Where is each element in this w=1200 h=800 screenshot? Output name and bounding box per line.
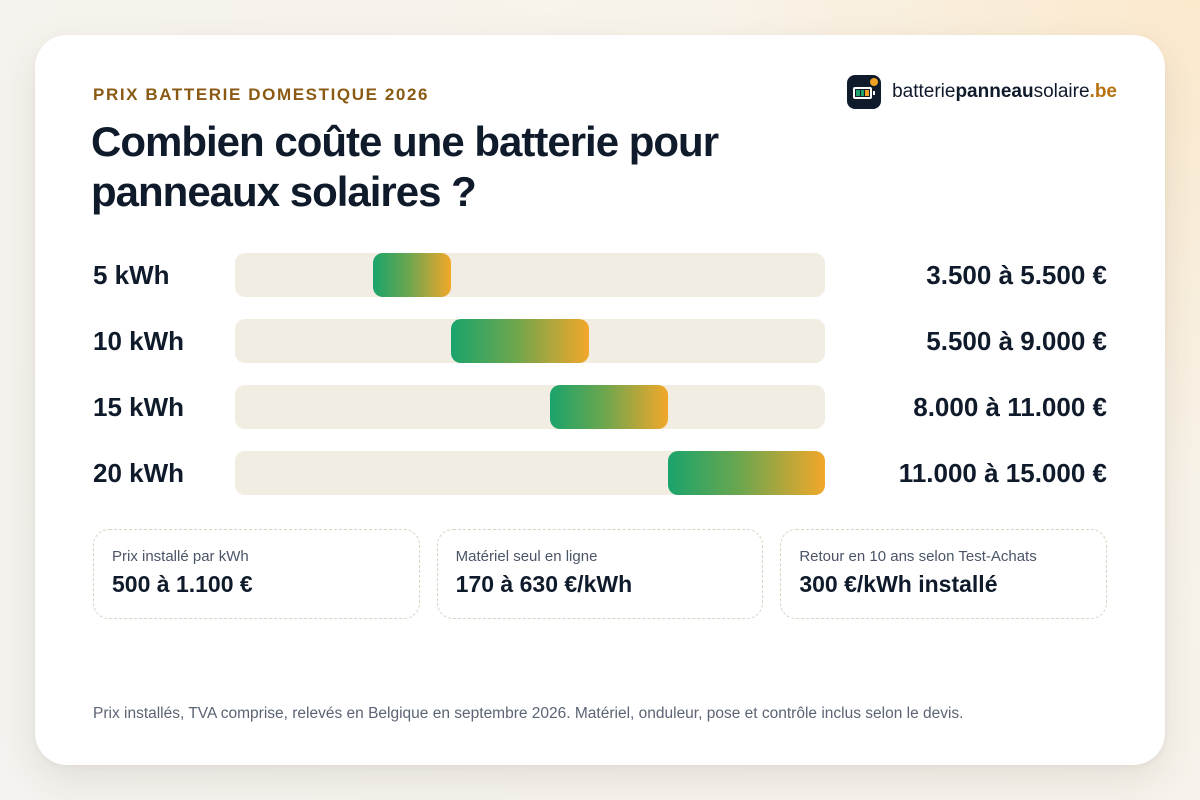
range-bar (549, 385, 668, 429)
eyebrow: PRIX BATTERIE DOMESTIQUE 2026 (93, 85, 430, 104)
category-label: 20 kWh (93, 458, 185, 488)
bar-track (235, 319, 825, 363)
bar-track (235, 253, 825, 297)
bar-track (235, 385, 825, 429)
brand-part-3: solaire (1033, 81, 1090, 102)
value-label: 5.500 à 9.000 € (926, 326, 1107, 356)
category-label: 15 kWh (93, 392, 185, 422)
stat-value: 170 à 630 €/kWh (455, 571, 633, 597)
stat-label: Prix installé par kWh (112, 548, 249, 565)
value-label: 3.500 à 5.500 € (926, 260, 1107, 290)
stat-label: Matériel seul en ligne (455, 548, 598, 565)
stats-row: Prix installé par kWh 500 à 1.100 € Maté… (93, 529, 1108, 619)
stat-label: Retour en 10 ans selon Test-Achats (799, 548, 1037, 565)
stat-card: Retour en 10 ans selon Test-Achats 300 €… (780, 529, 1108, 619)
category-label: 5 kWh (93, 260, 170, 290)
brand-part-2: panneau (955, 81, 1034, 102)
stat-value: 500 à 1.100 € (112, 571, 253, 597)
bar-track (235, 451, 825, 495)
brand[interactable]: batteriepanneausolaire.be (847, 75, 1117, 109)
value-label: 8.000 à 11.000 € (913, 392, 1107, 422)
price-range-chart: 5 kWh 3.500 à 5.500 € 10 kWh 5.500 à 9.000 … (35, 35, 1165, 765)
category-label: 10 kWh (93, 326, 185, 356)
range-bar (372, 253, 452, 297)
battery-icon (847, 75, 882, 109)
footnote: Prix installés, TVA comprise, relevés en… (93, 705, 964, 722)
value-label: 11.000 à 15.000 € (898, 458, 1107, 488)
stat-card: Prix installé par kWh 500 à 1.100 € (93, 529, 420, 619)
range-bar (451, 319, 589, 363)
price-card: PRIX BATTERIE DOMESTIQUE 2026 Combien co… (35, 35, 1165, 765)
range-bar (667, 451, 825, 495)
brand-name: batteriepanneausolaire.be (892, 81, 1117, 103)
brand-part-4: .be (1089, 81, 1117, 102)
stat-value: 300 €/kWh installé (799, 571, 998, 597)
stat-card: Matériel seul en ligne 170 à 630 €/kWh (436, 529, 764, 619)
brand-part-1: batterie (892, 81, 956, 102)
page-title: Combien coûte une batterie pour panneaux… (91, 118, 719, 215)
